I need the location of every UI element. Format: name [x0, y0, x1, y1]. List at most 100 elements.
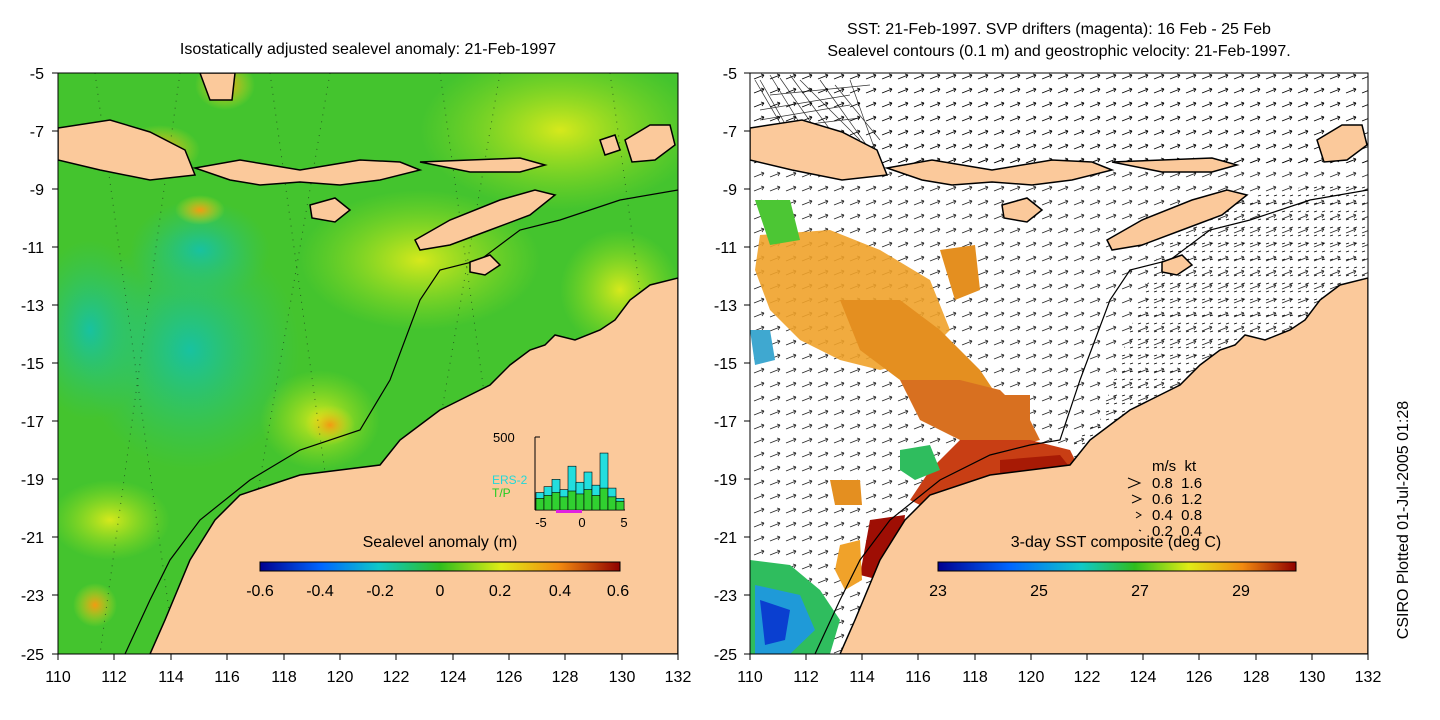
y-tick-label: -25 — [714, 647, 737, 664]
y-tick-label: -11 — [715, 240, 737, 257]
left-map-frame: -5 -7 -9 -11 -13 -15 -17 -19 -21 -23 -25… — [21, 66, 692, 686]
left-x-tickmarks — [57, 654, 679, 660]
legend-row: 0.4 0.8 — [1152, 507, 1202, 524]
inset-x-tick: -5 — [535, 515, 547, 530]
left-y-tickmarks — [52, 72, 58, 655]
colorbar-tick: 25 — [1030, 583, 1048, 600]
velocity-legend: m/s kt 0.8 1.6 0.6 1.2 0.4 0.8 0.2 0.4 — [1127, 458, 1202, 540]
y-tick-label: -7 — [723, 124, 737, 141]
inset-bar-tp — [607, 496, 617, 511]
left-colorbar-label: Sealevel anomaly (m) — [363, 534, 518, 551]
y-tick-label: -19 — [21, 472, 44, 489]
x-tick-label: 112 — [101, 669, 127, 686]
colorbar-tick: 29 — [1232, 583, 1250, 600]
inset-bar-tp — [543, 495, 553, 511]
x-tick-label: 130 — [1299, 669, 1326, 686]
y-tick-label: -9 — [30, 182, 44, 199]
inset-x-tick: 5 — [620, 515, 627, 530]
y-tick-label: -23 — [21, 588, 44, 605]
legend-row: 0.8 1.6 — [1152, 475, 1202, 492]
drifter-range-bar — [556, 510, 582, 513]
y-tick-label: -15 — [714, 356, 737, 373]
legend-arrow-icon — [1131, 494, 1143, 504]
x-tick-label: 130 — [609, 669, 636, 686]
x-tick-label: 118 — [962, 669, 988, 686]
x-tick-label: 114 — [849, 669, 875, 686]
anomaly-high-region — [420, 73, 678, 210]
right-colorbar — [937, 561, 1297, 572]
inset-bar-tp — [567, 490, 577, 511]
inset-series-tp: T/P — [492, 486, 511, 500]
y-tick-label: -19 — [714, 472, 737, 489]
island-chain — [750, 119, 1368, 276]
legend-header: m/s kt — [1152, 458, 1197, 475]
anomaly-high-region — [58, 480, 170, 560]
x-tick-label: 118 — [271, 669, 297, 686]
y-tick-label: -21 — [21, 530, 44, 547]
y-tick-label: -11 — [22, 240, 44, 257]
legend-row: 0.6 1.2 — [1152, 491, 1202, 508]
inset-bar-tp — [551, 492, 561, 511]
x-tick-label: 126 — [496, 669, 523, 686]
x-tick-label: 114 — [158, 669, 184, 686]
legend-arrow-icon — [1138, 529, 1142, 532]
legend-arrow-icon — [1135, 511, 1142, 519]
inset-x-tick: 0 — [578, 515, 585, 530]
x-tick-label: 132 — [1355, 669, 1382, 686]
island-chain — [58, 73, 676, 276]
inset-bar-tp — [615, 500, 625, 511]
y-tick-label: -15 — [21, 356, 44, 373]
x-tick-label: 110 — [737, 669, 763, 686]
inset-bars — [535, 452, 625, 511]
colorbar-tick: -0.2 — [366, 583, 394, 600]
left-panel-title: Isostatically adjusted sealevel anomaly:… — [179, 41, 557, 58]
x-tick-label: 132 — [665, 669, 692, 686]
y-tick-label: -13 — [21, 298, 44, 315]
inset-bar-tp — [583, 489, 593, 511]
shelf-contour — [124, 189, 678, 654]
colorbar-tick: 23 — [929, 583, 947, 600]
y-tick-label: -9 — [723, 182, 737, 199]
velocity-dense-region — [1050, 180, 1368, 460]
left-colorbar — [259, 561, 621, 572]
inset-y-label: 500 — [493, 430, 515, 445]
right-x-tickmarks — [749, 654, 1369, 660]
colorbar-tick: 0.6 — [607, 583, 629, 600]
colorbar-tick: -0.4 — [306, 583, 334, 600]
anomaly-orange-spot — [175, 195, 225, 225]
colorbar-tick: -0.6 — [246, 583, 274, 600]
inset-bar-tp — [575, 493, 585, 511]
x-tick-label: 116 — [214, 669, 240, 686]
colorbar-tick: 27 — [1131, 583, 1149, 600]
shelf-contour — [814, 189, 1368, 654]
x-tick-label: 124 — [440, 669, 467, 686]
inset-bar-tp — [599, 487, 609, 511]
x-tick-label: 122 — [383, 669, 410, 686]
y-tick-label: -7 — [30, 124, 44, 141]
inset-bar-tp — [559, 496, 569, 511]
y-tick-label: -13 — [714, 298, 737, 315]
right-map-frame: -5 -7 -9 -11 -13 -15 -17 -19 -21 -23 -25… — [714, 66, 1412, 686]
x-tick-label: 126 — [1186, 669, 1213, 686]
y-tick-label: -21 — [714, 530, 737, 547]
colorbar-tick: 0 — [436, 583, 445, 600]
x-tick-label: 128 — [552, 669, 579, 686]
y-tick-label: -25 — [21, 647, 44, 664]
anomaly-orange-spot — [305, 405, 355, 445]
x-tick-label: 122 — [1074, 669, 1101, 686]
x-tick-label: 116 — [905, 669, 931, 686]
colorbar-tick: 0.4 — [549, 583, 571, 600]
y-tick-label: -23 — [714, 588, 737, 605]
right-panel-title-line1: SST: 21-Feb-1997. SVP drifters (magenta)… — [847, 21, 1271, 38]
x-tick-label: 112 — [793, 669, 819, 686]
y-tick-label: -17 — [714, 414, 737, 431]
colorbar-tick: 0.2 — [489, 583, 511, 600]
x-tick-label: 110 — [45, 669, 71, 686]
anomaly-low-region — [130, 200, 270, 300]
anomaly-low-region — [58, 240, 150, 420]
y-tick-label: -17 — [21, 414, 44, 431]
x-tick-label: 124 — [1130, 669, 1157, 686]
australia-landmass — [149, 277, 678, 654]
inset-bar-tp — [591, 495, 601, 511]
anomaly-orange-spot — [73, 583, 117, 627]
